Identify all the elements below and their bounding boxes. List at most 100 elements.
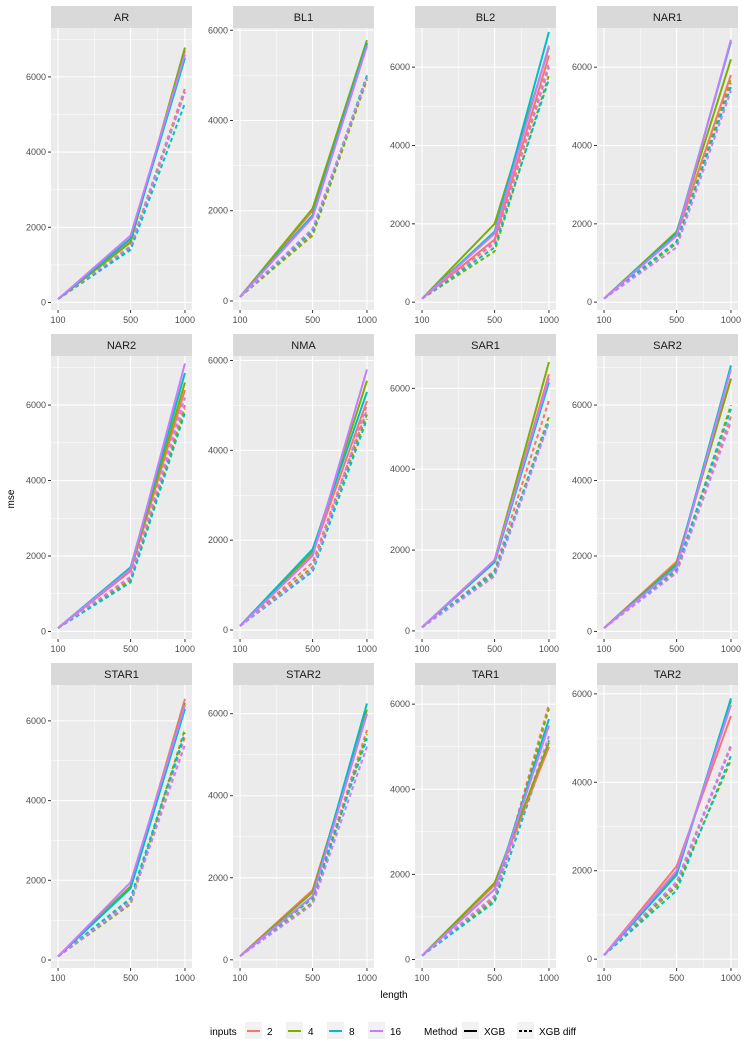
- series-line-8-xgb-diff: [57, 412, 186, 629]
- x-tick-label: 500: [669, 973, 684, 983]
- panel-bl2: BL2 0 2000 4000 6000 100 500 1000: [390, 6, 559, 325]
- panel-tar2: TAR2 0 2000 4000 6000 100 500 1000: [572, 663, 741, 983]
- x-tick-label: 100: [597, 644, 612, 654]
- series-line-16-xgb: [603, 39, 732, 300]
- panel-strip: [415, 334, 556, 356]
- panel-title: NAR1: [653, 12, 682, 24]
- x-tick-label: 1000: [539, 973, 559, 983]
- y-tick-label: 4000: [572, 476, 592, 486]
- x-tick-label: 1000: [175, 644, 195, 654]
- panel-strip: [51, 334, 192, 356]
- y-tick-label: 2000: [572, 551, 592, 561]
- panel-strip: [597, 663, 738, 685]
- series-line-16-xgb-diff: [239, 405, 368, 627]
- series-line-16-xgb: [421, 45, 550, 300]
- x-tick-label: 100: [51, 973, 66, 983]
- x-tick-label: 1000: [539, 315, 559, 325]
- series-line-4-xgb: [421, 742, 550, 957]
- x-tick-label: 500: [669, 315, 684, 325]
- panel-star1: STAR1 0 2000 4000 6000 100 500 1000: [26, 663, 195, 983]
- x-tick-label: 500: [487, 315, 502, 325]
- series-line-16-xgb: [57, 54, 186, 300]
- x-tick-label: 100: [51, 315, 66, 325]
- y-tick-label: 2000: [26, 875, 46, 885]
- legend-inputs-title: inputs: [210, 1027, 237, 1038]
- y-tick-label: 2000: [572, 866, 592, 876]
- panel-nar2: NAR2 0 2000 4000 6000 100 500 1000: [26, 334, 195, 654]
- x-tick-label: 100: [233, 315, 248, 325]
- y-tick-label: 0: [41, 955, 46, 965]
- panel-strip: [597, 6, 738, 28]
- x-tick-label: 100: [415, 644, 430, 654]
- y-tick-label: 0: [223, 296, 228, 306]
- panel-title: BL2: [476, 12, 496, 24]
- panel-strip: [233, 6, 374, 28]
- y-tick-label: 2000: [390, 545, 410, 555]
- panel-star2: STAR2 0 2000 4000 6000 100 500 1000: [208, 663, 377, 983]
- y-tick-label: 2000: [390, 869, 410, 879]
- panel-title: BL1: [294, 12, 314, 24]
- x-tick-label: 100: [597, 973, 612, 983]
- series-line-16-xgb: [421, 377, 550, 629]
- y-tick-label: 4000: [26, 476, 46, 486]
- y-tick-label: 4000: [390, 464, 410, 474]
- x-tick-label: 100: [415, 973, 430, 983]
- y-tick-label: 6000: [572, 400, 592, 410]
- series-line-16-xgb: [239, 45, 368, 298]
- series-line-4-xgb-diff: [421, 74, 550, 300]
- panel-title: SAR1: [471, 340, 500, 352]
- panel-background: [51, 356, 192, 639]
- x-tick-label: 1000: [721, 315, 741, 325]
- y-tick-label: 0: [41, 626, 46, 636]
- panel-title: STAR2: [286, 669, 321, 681]
- panel-title: AR: [114, 12, 129, 24]
- y-tick-label: 2000: [26, 222, 46, 232]
- panel-background: [415, 356, 556, 639]
- legend-label-input-16: 16: [390, 1027, 402, 1038]
- panel-background: [51, 28, 192, 310]
- y-tick-label: 0: [587, 297, 592, 307]
- x-tick-label: 1000: [357, 973, 377, 983]
- panel-background: [597, 356, 738, 639]
- legend-label-input-4: 4: [308, 1027, 314, 1038]
- x-tick-label: 500: [123, 644, 138, 654]
- panel-strip: [233, 663, 374, 685]
- x-axis-title: length: [380, 990, 407, 1001]
- panel-strip: [51, 6, 192, 28]
- panel-background: [233, 685, 374, 968]
- y-tick-label: 0: [223, 625, 228, 635]
- panel-background: [415, 28, 556, 310]
- panel-strip: [233, 334, 374, 356]
- panel-title: NMA: [291, 340, 316, 352]
- series-line-16-xgb: [239, 369, 368, 627]
- panel-strip: [415, 663, 556, 685]
- panel-strip: [415, 6, 556, 28]
- panel-title: TAR1: [472, 669, 499, 681]
- series-line-16-xgb: [603, 704, 732, 956]
- x-tick-label: 500: [305, 315, 320, 325]
- y-tick-label: 0: [223, 955, 228, 965]
- x-tick-label: 100: [233, 644, 248, 654]
- series-line-16-xgb: [57, 704, 186, 958]
- x-tick-label: 500: [487, 644, 502, 654]
- panel-sar1: SAR1 0 2000 4000 6000 100 500 1000: [390, 334, 559, 654]
- panel-title: NAR2: [107, 340, 136, 352]
- x-tick-label: 500: [305, 973, 320, 983]
- x-tick-label: 1000: [175, 973, 195, 983]
- panel-title: TAR2: [654, 669, 681, 681]
- y-tick-label: 6000: [26, 72, 46, 82]
- y-tick-label: 4000: [390, 784, 410, 794]
- y-tick-label: 0: [41, 297, 46, 307]
- panel-tar1: TAR1 0 2000 4000 6000 100 500 1000: [390, 663, 559, 983]
- y-tick-label: 6000: [26, 400, 46, 410]
- y-tick-label: 6000: [390, 62, 410, 72]
- y-tick-label: 4000: [26, 796, 46, 806]
- y-tick-label: 4000: [208, 791, 228, 801]
- y-tick-label: 2000: [390, 219, 410, 229]
- series-line-4-xgb: [239, 39, 368, 298]
- series-line-16-xgb-diff: [239, 746, 368, 957]
- panel-sar2: SAR2 0 2000 4000 6000 100 500 1000: [572, 334, 741, 654]
- series-line-16-xgb-diff: [421, 422, 550, 629]
- legend-label-input-2: 2: [267, 1027, 273, 1038]
